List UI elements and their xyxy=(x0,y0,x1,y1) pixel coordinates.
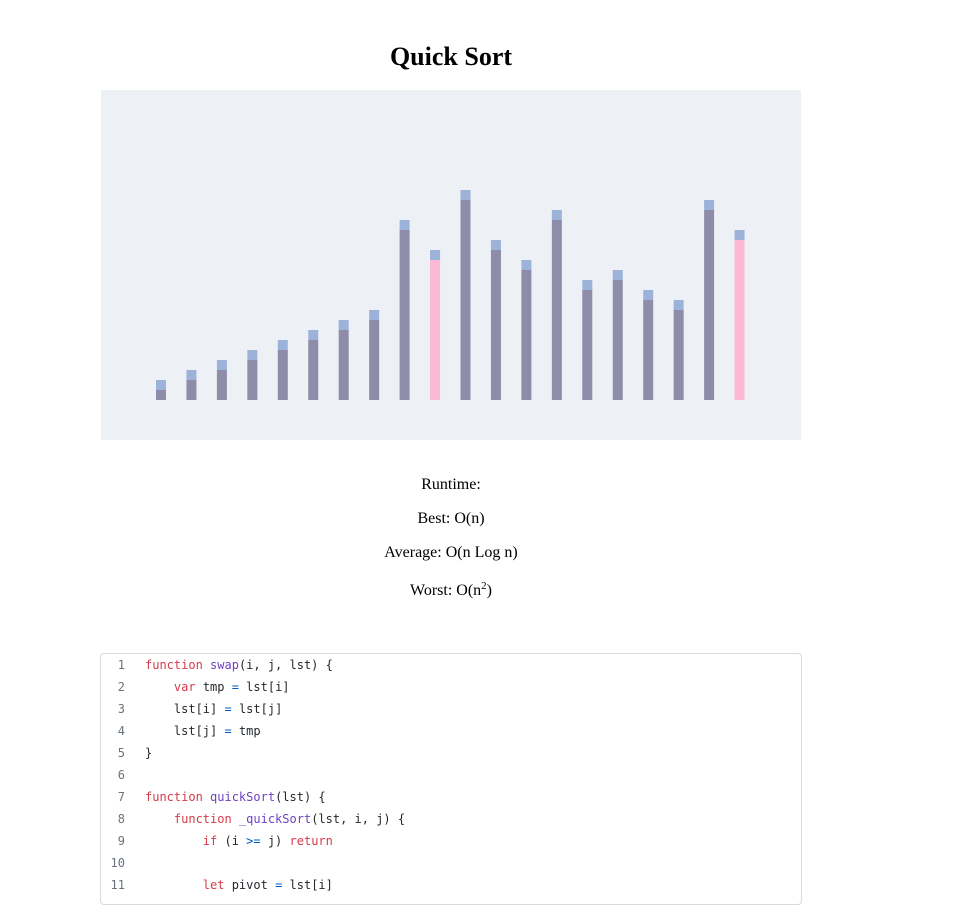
code-editor[interactable]: 1 function swap(i, j, lst) { 2 var tmp = l… xyxy=(100,653,802,905)
line-number: 11 xyxy=(110,878,125,892)
code-line: 9 if (i >= j) return xyxy=(101,830,801,852)
bar-cap xyxy=(369,310,380,320)
bar xyxy=(643,300,654,400)
runtime-best: Best: O(n) xyxy=(417,510,485,527)
bar-cap xyxy=(460,190,471,200)
bar xyxy=(277,350,288,400)
code-text: function swap(i, j, lst) { xyxy=(145,658,333,672)
bar xyxy=(338,330,349,400)
line-number: 9 xyxy=(117,834,125,848)
bar xyxy=(216,370,227,400)
bar-cap xyxy=(186,370,197,380)
bar xyxy=(186,380,197,400)
code-text: function _quickSort(lst, i, j) { xyxy=(173,812,406,826)
bar xyxy=(156,390,166,400)
bar-cap xyxy=(551,210,562,220)
code-line: 2 var tmp = lst[i] xyxy=(101,676,801,698)
code-text: if (i >= j) return xyxy=(202,834,333,848)
line-number: 5 xyxy=(117,746,125,760)
line-number: 1 xyxy=(117,658,125,672)
line-number: 7 xyxy=(117,790,125,804)
runtime-worst-prefix: Worst: O(n xyxy=(410,582,482,599)
bar-cap xyxy=(582,280,593,290)
runtime-worst: Worst: O(n2) xyxy=(101,578,801,612)
bar xyxy=(399,230,410,400)
line-number: 3 xyxy=(117,702,125,716)
bar xyxy=(247,360,258,400)
bar-cap xyxy=(734,230,745,240)
code-text: function quickSort(lst) { xyxy=(145,790,326,804)
bar-cap xyxy=(156,380,166,390)
bar xyxy=(460,200,471,400)
bar xyxy=(704,210,715,400)
code-line: 4 lst[j] = tmp xyxy=(101,720,801,742)
bar-cap xyxy=(308,330,319,340)
bar-cap xyxy=(430,250,441,260)
line-number: 8 xyxy=(117,812,125,826)
page-title: Quick Sort xyxy=(389,42,513,71)
code-line: 5} xyxy=(101,742,801,764)
code-line: 7 function quickSort(lst) { xyxy=(101,786,801,808)
bar-cap xyxy=(247,350,258,360)
runtime-average: Average: O(n Log n) xyxy=(384,544,518,561)
runtime-worst-suffix: ) xyxy=(486,582,492,599)
code-text: let pivot = lst[i] xyxy=(202,878,333,892)
line-number: 10 xyxy=(110,856,125,870)
code-text: lst[i] = lst[j] xyxy=(145,702,283,716)
code-line: 8 function _quickSort(lst, i, j) { xyxy=(101,808,801,830)
line-number: 4 xyxy=(117,724,125,738)
code-line: 11 let pivot = lst[i] xyxy=(101,874,801,896)
bar-cap xyxy=(673,300,684,310)
bar xyxy=(673,310,684,400)
bar-cap xyxy=(643,290,654,300)
code-text xyxy=(125,764,145,786)
bar-cap xyxy=(521,260,532,270)
runtime-worst-exponent: 2 xyxy=(481,580,487,592)
bar xyxy=(551,220,562,400)
bar-cap xyxy=(399,220,410,230)
bar-cap xyxy=(704,200,715,210)
bar-highlighted xyxy=(430,260,441,400)
line-number: 6 xyxy=(117,768,125,782)
runtime-heading: Runtime: xyxy=(421,476,481,493)
code-line: 10 xyxy=(101,852,801,874)
bar xyxy=(612,280,623,400)
code-line: 6 xyxy=(101,764,801,786)
bar-highlighted xyxy=(734,240,745,400)
bar-cap xyxy=(338,320,349,330)
runtime-panel: Runtime: Best: O(n) Average: O(n Log n) … xyxy=(101,472,801,612)
bar-cap xyxy=(216,360,227,370)
bar-cap xyxy=(612,270,623,280)
bar-cap xyxy=(490,240,501,250)
bar-chart xyxy=(156,190,745,400)
code-line: 3 lst[i] = lst[j] xyxy=(101,698,801,720)
bar xyxy=(490,250,501,400)
code-text: var tmp = lst[i] xyxy=(173,680,290,694)
bar xyxy=(582,290,593,400)
sort-visualization xyxy=(101,90,801,440)
bar xyxy=(369,320,380,400)
code-text xyxy=(125,852,145,874)
bar xyxy=(521,270,532,400)
code-text: lst[j] = tmp xyxy=(145,724,261,738)
code-text: } xyxy=(145,746,153,760)
line-number: 2 xyxy=(117,680,125,694)
bar-cap xyxy=(277,340,288,350)
code-line: 1 function swap(i, j, lst) { xyxy=(101,654,801,676)
bar xyxy=(308,340,319,400)
